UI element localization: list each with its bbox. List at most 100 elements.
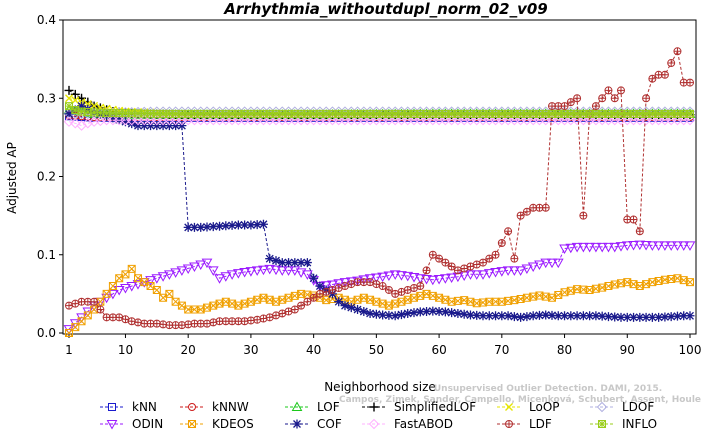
data-point xyxy=(259,314,268,323)
legend-item-inflo: INFLO xyxy=(590,417,657,431)
legend-item-knn: kNN xyxy=(100,400,157,414)
data-point xyxy=(471,270,483,280)
data-point xyxy=(309,273,319,283)
data-point xyxy=(596,242,608,253)
x-axis: 1 10 20 30 40 50 60 70 80 90 100 xyxy=(65,334,701,357)
data-point xyxy=(214,274,225,284)
data-point xyxy=(504,227,513,236)
legend-marker xyxy=(188,403,196,411)
data-point xyxy=(428,250,437,259)
data-point xyxy=(615,242,627,252)
data-point xyxy=(648,74,657,83)
y-axis: 0.0 0.1 0.2 0.3 0.4 xyxy=(37,13,63,340)
data-point xyxy=(440,307,450,317)
data-point xyxy=(617,86,626,95)
data-point xyxy=(177,121,187,131)
legend-marker xyxy=(188,420,196,428)
data-point xyxy=(195,260,207,271)
data-point xyxy=(340,301,350,311)
data-point xyxy=(427,275,439,286)
data-point xyxy=(665,241,677,251)
data-point xyxy=(446,273,457,283)
data-point xyxy=(221,221,231,231)
data-point xyxy=(207,266,219,276)
data-point xyxy=(679,311,689,321)
data-point xyxy=(541,310,551,320)
data-point xyxy=(672,241,683,251)
y-tick-label: 0.4 xyxy=(37,13,56,27)
data-point xyxy=(408,273,420,283)
data-point xyxy=(540,258,552,269)
data-point xyxy=(485,254,494,263)
x-axis-label: Neighborhood size xyxy=(324,380,436,394)
data-point xyxy=(176,266,188,276)
data-point xyxy=(622,312,632,322)
x-tick-label: 20 xyxy=(181,343,196,357)
data-point xyxy=(127,119,137,129)
legend-label: FastABOD xyxy=(394,417,453,431)
data-point xyxy=(164,270,175,280)
data-point xyxy=(422,266,431,275)
data-point xyxy=(653,241,664,251)
data-point xyxy=(572,311,582,321)
data-point xyxy=(146,121,156,131)
data-point xyxy=(353,305,363,315)
data-point xyxy=(152,285,161,294)
data-point xyxy=(684,114,696,126)
y-tick-label: 0.0 xyxy=(37,326,56,340)
data-point xyxy=(503,311,513,321)
data-point xyxy=(579,211,588,220)
data-point xyxy=(654,312,664,322)
data-point xyxy=(183,222,193,232)
data-point xyxy=(547,310,557,320)
data-point xyxy=(477,270,489,280)
data-point xyxy=(378,282,387,291)
data-point xyxy=(610,312,620,322)
data-point xyxy=(686,78,695,87)
x-tick-label: 100 xyxy=(679,343,702,357)
x-tick-label: 90 xyxy=(620,343,635,357)
data-point xyxy=(384,310,394,320)
data-point xyxy=(284,258,294,268)
data-point xyxy=(165,289,174,298)
legend-marker xyxy=(505,420,514,428)
data-point xyxy=(63,116,75,127)
data-point xyxy=(383,271,395,282)
data-point xyxy=(107,289,119,300)
data-point xyxy=(686,278,694,287)
data-point xyxy=(654,70,663,79)
data-point xyxy=(215,221,225,231)
data-point xyxy=(246,220,256,230)
legend-label: COF xyxy=(317,417,342,431)
data-point xyxy=(277,258,287,268)
data-point xyxy=(491,311,501,321)
data-point xyxy=(359,306,369,316)
data-point xyxy=(590,242,602,253)
data-point xyxy=(465,310,475,320)
data-point xyxy=(295,268,307,278)
data-point xyxy=(120,117,130,127)
legend-item-simplifiedlof: SimplifiedLOF xyxy=(362,400,476,414)
data-point xyxy=(252,220,262,230)
data-point xyxy=(516,211,525,220)
data-point xyxy=(70,118,81,129)
data-point xyxy=(591,311,601,321)
data-point xyxy=(610,94,619,103)
legend-label: kNNW xyxy=(212,400,249,414)
series-ldf xyxy=(65,47,695,330)
data-point xyxy=(578,311,588,321)
data-point xyxy=(390,311,400,321)
data-point xyxy=(546,258,558,269)
legend-item-knnw: kNNW xyxy=(180,400,249,414)
data-point xyxy=(70,89,80,99)
x-tick-label: 50 xyxy=(369,343,384,357)
data-point xyxy=(560,311,570,321)
data-point xyxy=(453,308,463,318)
data-point xyxy=(253,315,262,324)
data-point xyxy=(189,262,200,273)
data-point xyxy=(126,282,138,292)
watermark-line-1: Unsupervised Outlier Detection. DAMI, 20… xyxy=(434,384,662,394)
data-point xyxy=(515,266,526,276)
data-point xyxy=(609,242,621,253)
data-point xyxy=(659,241,671,251)
